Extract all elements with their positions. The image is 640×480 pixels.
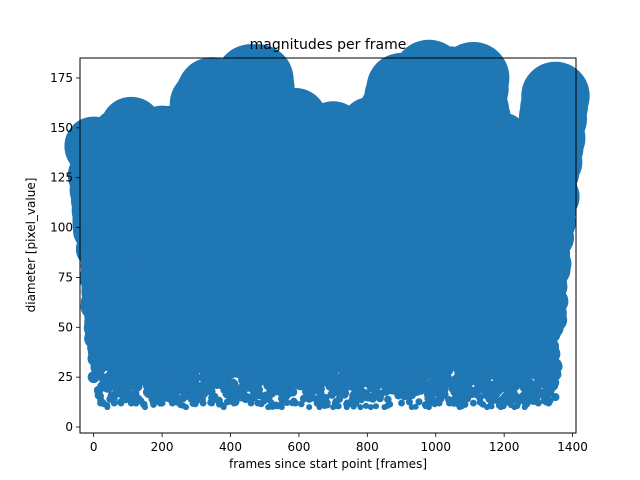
data-point xyxy=(335,403,342,410)
data-point xyxy=(372,403,379,410)
data-point xyxy=(323,399,331,407)
data-point xyxy=(415,398,423,406)
data-point xyxy=(386,400,394,408)
data-point xyxy=(199,389,209,398)
points-layer xyxy=(64,39,590,411)
